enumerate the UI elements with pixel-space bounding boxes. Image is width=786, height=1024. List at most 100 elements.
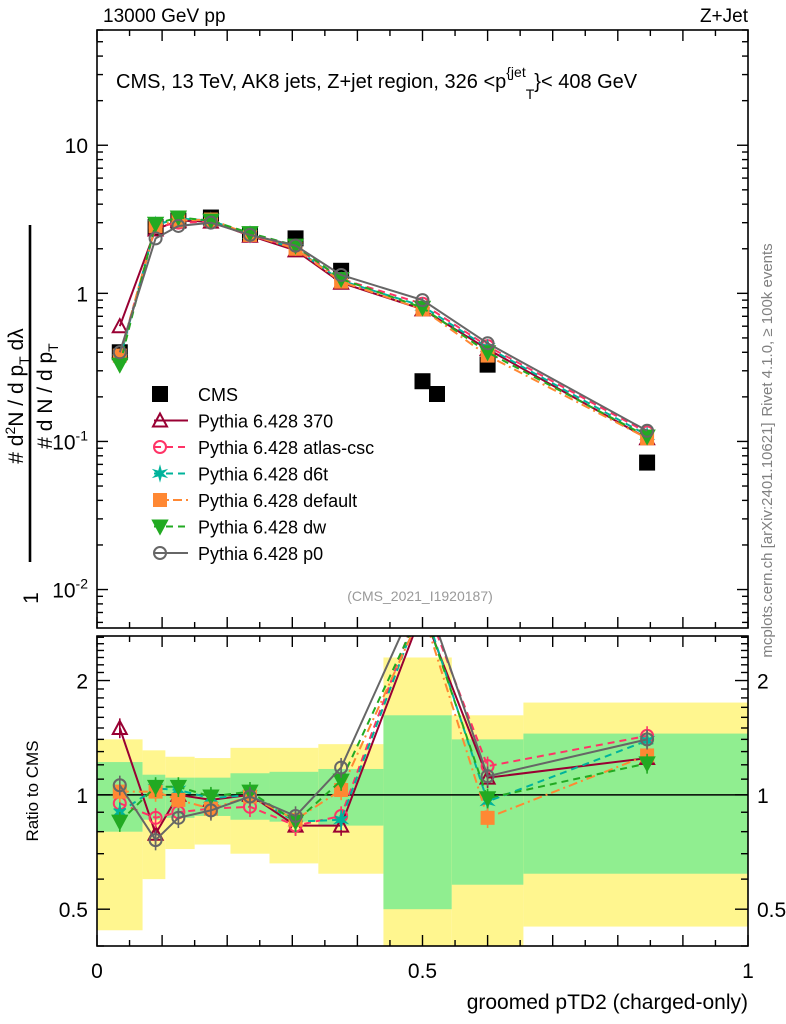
legend-entry-pythia-6-428-d6t: Pythia 6.428 d6t xyxy=(151,464,328,485)
data-point-marker xyxy=(334,760,349,775)
ratio-tick-label-left: 0.5 xyxy=(59,899,88,922)
legend-entry-pythia-6-428-370: Pythia 6.428 370 xyxy=(151,411,333,432)
legend-label: Pythia 6.428 dw xyxy=(198,518,327,538)
ratio-axis-label: Ratio to CMS xyxy=(23,740,42,841)
header-left-label: 13000 GeV pp xyxy=(103,6,226,27)
ratio-x-ticks xyxy=(96,636,749,946)
legend-entry-cms: CMS xyxy=(152,385,238,405)
data-point-marker xyxy=(146,779,165,796)
legend-label: Pythia 6.428 370 xyxy=(198,412,333,432)
x-tick-label: 0 xyxy=(91,960,103,983)
legend-entry-pythia-6-428-p0: Pythia 6.428 p0 xyxy=(153,544,323,564)
data-point-marker xyxy=(480,769,495,784)
data-point-marker xyxy=(334,268,349,283)
header-right-label: Z+Jet xyxy=(700,6,749,27)
green-band-segment xyxy=(383,715,452,910)
plot-header: 13000 GeV pp Z+Jet xyxy=(103,6,749,27)
y-tick-label: 10-2 xyxy=(52,576,88,603)
data-point-marker xyxy=(242,227,257,242)
main-series xyxy=(111,209,656,471)
ratio-tick-label-left: 2 xyxy=(76,671,88,694)
ratio-tick-labels: 2 2 1 1 0.5 0.5 xyxy=(59,671,786,923)
data-point-marker xyxy=(148,231,163,246)
main-panel: 10 1 10-1 10-2 (CMS_2021_I1920187) CMS Pythia … xyxy=(52,29,749,629)
side-annotations: Rivet 4.1.0, ≥ 100k events mcplots.cern.c… xyxy=(759,243,776,657)
data-point-marker xyxy=(638,756,656,773)
data-point-marker xyxy=(288,238,303,253)
legend-label: Pythia 6.428 atlas-csc xyxy=(198,438,374,458)
ratio-tick-label-left: 1 xyxy=(76,785,88,808)
data-point-marker xyxy=(111,317,129,334)
ratio-series-line xyxy=(119,636,648,823)
legend-label: Pythia 6.428 p0 xyxy=(198,544,323,564)
y-axis-tick-labels: 10 1 10-1 10-2 xyxy=(52,135,88,602)
data-point-marker xyxy=(169,210,188,227)
ratio-tick-label-right: 1 xyxy=(757,785,769,808)
x-tick-label: 0.5 xyxy=(408,960,437,983)
data-point-marker xyxy=(414,373,431,390)
data-point-marker xyxy=(151,464,169,483)
x-tick-label: 1 xyxy=(742,960,754,983)
y-axis-label: # d2N / d pT dλ# d N / d pT 1 xyxy=(2,225,61,604)
data-point-marker xyxy=(152,386,168,402)
data-point-marker xyxy=(153,440,167,454)
data-point-marker xyxy=(639,454,656,471)
data-point-marker xyxy=(171,810,186,825)
data-point-marker xyxy=(146,216,165,233)
x-axis-labels: 0 0.5 1 groomed pTD2 (charged-only) xyxy=(91,960,754,1014)
ratio-tick-label-right: 0.5 xyxy=(757,899,786,922)
data-point-marker xyxy=(478,345,497,362)
ratio-tick-label-right: 2 xyxy=(757,671,769,694)
series-pythia-6-428-p0 xyxy=(112,215,655,438)
data-point-marker xyxy=(151,411,169,428)
data-point-marker xyxy=(203,803,218,818)
mcplots-source-label: mcplots.cern.ch [arXiv:2401.10621] xyxy=(759,422,776,657)
data-point-marker xyxy=(332,816,350,833)
ratio-series-line xyxy=(118,636,648,842)
ratio-series-pythia-6-428-p0 xyxy=(112,636,655,851)
legend-entry-pythia-6-428-atlas-csc: Pythia 6.428 atlas-csc xyxy=(153,438,374,458)
y-label-one: 1 xyxy=(20,592,43,604)
data-point-marker xyxy=(480,810,495,825)
data-point-marker xyxy=(148,810,163,825)
uncertainty-bands xyxy=(97,657,748,946)
main-panel-frame xyxy=(96,29,749,629)
data-point-marker xyxy=(148,833,163,848)
data-point-marker xyxy=(112,345,127,360)
y-label-numerator: # d2N / d pT dλ xyxy=(2,328,32,464)
x-axis-label: groomed pTD2 (charged-only) xyxy=(467,991,748,1014)
data-point-marker xyxy=(480,336,495,351)
main-y-ticks xyxy=(97,29,748,624)
y-tick-label: 10 xyxy=(65,135,88,158)
ratio-y-ticks xyxy=(97,636,748,947)
legend-label: Pythia 6.428 default xyxy=(198,491,357,511)
legend: CMS Pythia 6.428 370 Pythia 6.428 atlas-cs… xyxy=(151,385,445,564)
y-label-denominator: # d N / d pT xyxy=(34,343,61,449)
data-point-marker xyxy=(640,732,655,747)
legend-label: Pythia 6.428 d6t xyxy=(198,465,328,485)
data-point-marker xyxy=(429,386,445,402)
legend-entry-pythia-6-428-default: Pythia 6.428 default xyxy=(153,491,357,511)
data-point-marker xyxy=(151,519,169,536)
main-x-ticks xyxy=(96,30,749,628)
series-line xyxy=(118,220,648,434)
y-tick-label: 10-1 xyxy=(52,427,88,454)
rivet-version-label: Rivet 4.1.0, ≥ 100k events xyxy=(759,243,776,416)
data-point-marker xyxy=(242,789,257,804)
data-point-marker xyxy=(640,423,655,438)
data-point-marker xyxy=(203,215,218,230)
ratio-panel: 2 2 1 1 0.5 0.5 Ratio to CMS xyxy=(23,635,786,947)
data-point-marker xyxy=(415,293,430,308)
ratio-series xyxy=(111,636,656,851)
data-point-marker xyxy=(288,808,303,823)
legend-label: CMS xyxy=(198,385,238,405)
y-axis-label-group: # d2N / d pT dλ# d N / d pT 1 xyxy=(2,225,61,604)
data-point-marker xyxy=(112,778,127,793)
data-point-marker xyxy=(153,546,167,560)
data-point-marker xyxy=(111,718,129,735)
series-line xyxy=(118,218,648,440)
series-line xyxy=(118,217,648,437)
ratio-series-line xyxy=(119,636,648,821)
